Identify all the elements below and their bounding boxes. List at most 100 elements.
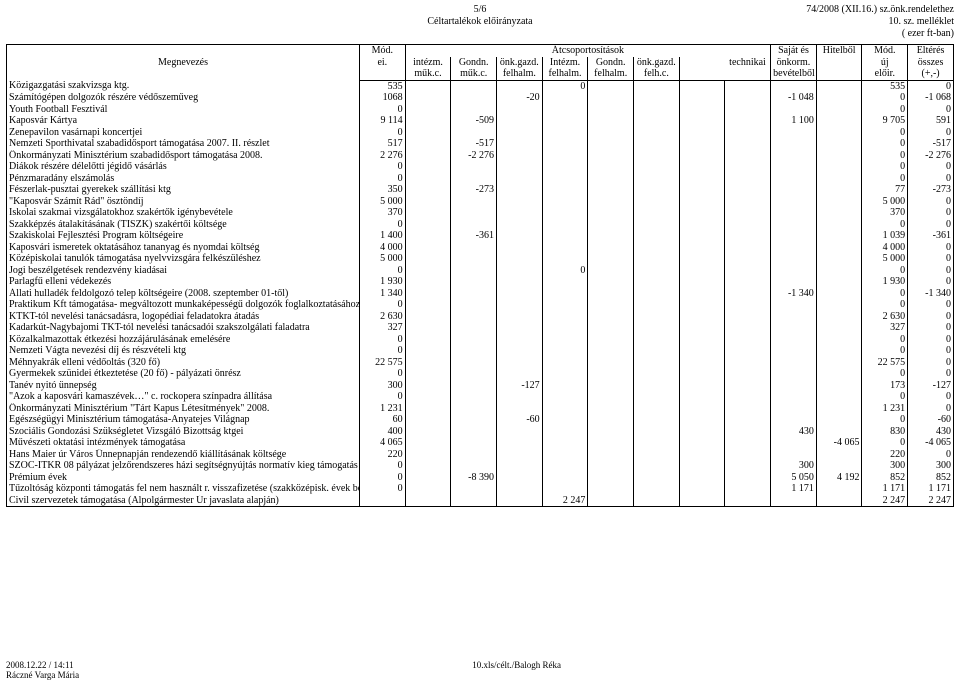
row-cell: 5 000 xyxy=(862,196,908,208)
page: 5/6 Céltartalékok előirányzata 74/2008 (… xyxy=(0,0,960,684)
row-cell xyxy=(497,322,543,334)
row-cell xyxy=(542,253,588,265)
row-cell xyxy=(451,299,497,311)
row-cell: 370 xyxy=(862,207,908,219)
row-cell xyxy=(679,357,725,369)
row-cell xyxy=(771,242,817,254)
col-eloir: előir. xyxy=(862,68,908,80)
row-label: Kaposvár Kártya xyxy=(7,115,360,127)
row-cell: 0 xyxy=(908,368,954,380)
row-cell xyxy=(497,219,543,231)
row-cell: -509 xyxy=(451,115,497,127)
col-ei-blank xyxy=(360,68,406,80)
row-cell xyxy=(771,230,817,242)
row-cell xyxy=(679,104,725,116)
row-cell: -20 xyxy=(497,92,543,104)
row-cell xyxy=(542,483,588,495)
row-cell xyxy=(542,334,588,346)
col-blank1 xyxy=(679,68,725,80)
row-cell xyxy=(725,161,771,173)
table-row: Közigazgatási szakvizsga ktg.53505350 xyxy=(7,80,954,92)
row-cell xyxy=(451,265,497,277)
row-cell xyxy=(405,92,451,104)
row-cell xyxy=(771,449,817,461)
row-cell xyxy=(542,138,588,150)
row-cell xyxy=(588,299,634,311)
row-cell: -517 xyxy=(451,138,497,150)
row-cell: 0 xyxy=(862,219,908,231)
row-cell xyxy=(634,150,680,162)
row-cell: 300 xyxy=(862,460,908,472)
row-cell xyxy=(405,334,451,346)
row-cell xyxy=(405,230,451,242)
row-cell xyxy=(451,334,497,346)
row-cell xyxy=(542,104,588,116)
row-cell xyxy=(725,115,771,127)
row-cell xyxy=(816,403,862,415)
row-cell: 9 705 xyxy=(862,115,908,127)
row-cell xyxy=(816,184,862,196)
row-cell: 0 xyxy=(908,334,954,346)
row-cell xyxy=(816,207,862,219)
row-cell xyxy=(679,242,725,254)
row-cell xyxy=(497,104,543,116)
row-cell xyxy=(588,449,634,461)
row-cell xyxy=(588,115,634,127)
row-cell: -1 068 xyxy=(908,92,954,104)
row-cell: 0 xyxy=(862,299,908,311)
row-cell: 1 039 xyxy=(862,230,908,242)
row-cell: 2 276 xyxy=(360,150,406,162)
table-row: Tűzoltóság központi támogatás fel nem ha… xyxy=(7,483,954,495)
row-cell xyxy=(771,276,817,288)
row-cell: 0 xyxy=(862,92,908,104)
row-cell: 1 400 xyxy=(360,230,406,242)
row-cell xyxy=(497,449,543,461)
table-row: Kadarkút-Nagybajomi TKT-tól nevelési tan… xyxy=(7,322,954,334)
col-bevetel: bevételből xyxy=(771,68,817,80)
row-cell xyxy=(679,276,725,288)
row-cell: -2 276 xyxy=(908,150,954,162)
row-label: Kadarkút-Nagybajomi TKT-tól nevelési tan… xyxy=(7,322,360,334)
row-label: Prémium évek xyxy=(7,472,360,484)
row-cell xyxy=(542,127,588,139)
row-cell xyxy=(725,219,771,231)
row-cell xyxy=(405,253,451,265)
row-cell xyxy=(634,299,680,311)
row-cell xyxy=(588,184,634,196)
row-cell xyxy=(497,173,543,185)
row-cell: 0 xyxy=(360,161,406,173)
row-cell xyxy=(816,414,862,426)
row-cell xyxy=(634,173,680,185)
col-gondn2: Gondn. xyxy=(588,57,634,69)
row-cell xyxy=(634,104,680,116)
table-row: Youth Football Fesztivál000 xyxy=(7,104,954,116)
row-cell xyxy=(542,426,588,438)
row-cell xyxy=(725,460,771,472)
table-row: Méhnyakrák elleni védőoltás (320 fő)22 5… xyxy=(7,357,954,369)
row-cell xyxy=(497,242,543,254)
row-cell xyxy=(497,357,543,369)
row-cell: 1068 xyxy=(360,92,406,104)
row-label: Kaposvári ismeretek oktatásához tananyag… xyxy=(7,242,360,254)
row-cell xyxy=(634,196,680,208)
row-cell: -60 xyxy=(497,414,543,426)
table-row: Művészeti oktatási intézmények támogatás… xyxy=(7,437,954,449)
row-cell xyxy=(451,345,497,357)
row-cell: 2 630 xyxy=(360,311,406,323)
row-cell xyxy=(725,495,771,507)
row-cell xyxy=(771,161,817,173)
row-cell xyxy=(588,495,634,507)
row-cell xyxy=(405,299,451,311)
row-cell xyxy=(588,150,634,162)
row-cell xyxy=(497,345,543,357)
row-cell: 0 xyxy=(862,345,908,357)
row-cell: -1 048 xyxy=(771,92,817,104)
row-cell xyxy=(588,161,634,173)
row-cell: 0 xyxy=(360,299,406,311)
row-cell xyxy=(405,311,451,323)
row-cell: 1 100 xyxy=(771,115,817,127)
row-cell: -127 xyxy=(497,380,543,392)
row-cell xyxy=(771,334,817,346)
row-cell xyxy=(451,322,497,334)
col-felhc: felh.c. xyxy=(634,68,680,80)
